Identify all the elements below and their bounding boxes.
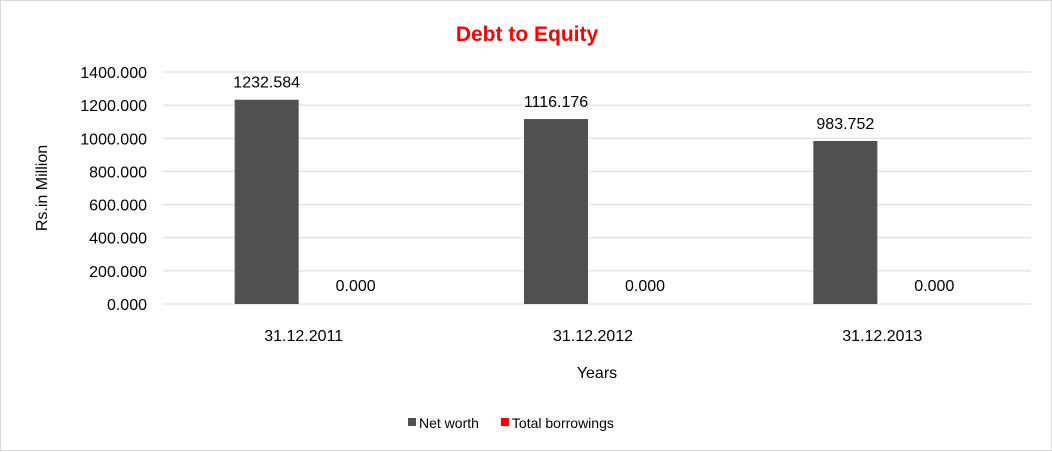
y-tick-label: 1200.000 [80, 98, 147, 115]
bar-net-worth [234, 99, 299, 304]
legend-label: Net worth [419, 415, 479, 431]
y-tick-label: 0.000 [107, 297, 147, 314]
x-tick-label: 31.12.2012 [553, 328, 633, 345]
bar-net-worth [524, 119, 588, 304]
bar-net-worth [813, 140, 878, 304]
data-label: 0.000 [625, 278, 665, 295]
data-label: 983.752 [816, 116, 874, 133]
y-tick-label: 600.000 [89, 198, 147, 215]
legend-label: Total borrowings [512, 415, 614, 431]
x-axis-label: Years [577, 365, 617, 382]
y-tick-label: 1000.000 [80, 131, 147, 148]
y-axis-label: Rs.in Million [34, 145, 51, 231]
data-label: 0.000 [336, 278, 376, 295]
y-tick-label: 400.000 [89, 231, 147, 248]
legend-swatch [500, 418, 509, 426]
y-tick-label: 200.000 [89, 264, 147, 281]
x-tick-label: 31.12.2011 [264, 328, 343, 345]
y-tick-label: 800.000 [89, 164, 147, 181]
legend-swatch [408, 418, 416, 426]
data-label: 1232.584 [233, 75, 300, 92]
y-tick-label: 1400.000 [80, 65, 147, 82]
chart-title: Debt to Equity [456, 23, 599, 46]
data-label: 0.000 [914, 278, 954, 295]
x-tick-label: 31.12.2013 [842, 328, 922, 345]
data-label: 1116.176 [524, 94, 588, 111]
